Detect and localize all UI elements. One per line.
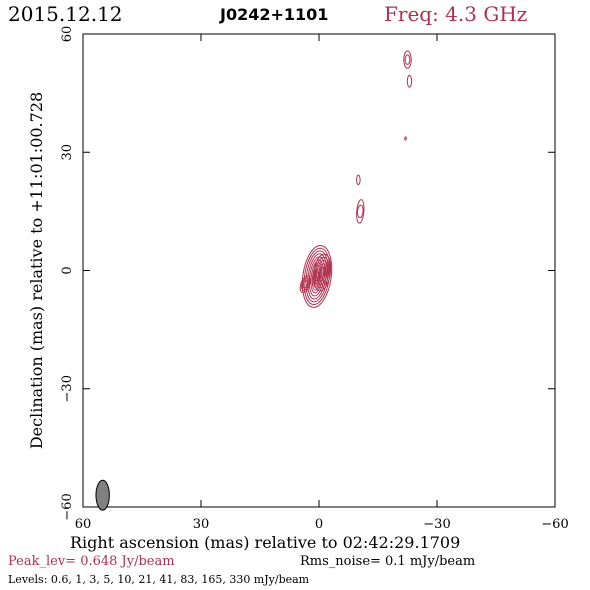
contour-ring-1-3 xyxy=(314,256,330,289)
x-axis-label: Right ascension (mas) relative to 02:42:… xyxy=(70,533,461,552)
contour-ring-5-0 xyxy=(404,136,407,141)
beam-ellipse xyxy=(95,479,110,511)
contour-ring-7-0 xyxy=(406,74,413,88)
y-tick-label: 60 xyxy=(60,26,75,43)
x-tick-label: −30 xyxy=(423,517,450,532)
x-tick-label: 60 xyxy=(75,517,92,532)
contour-ring-0-9 xyxy=(301,245,333,308)
contour-ring-2-0 xyxy=(302,280,309,289)
x-tick-label: 30 xyxy=(193,517,210,532)
y-tick-label: 0 xyxy=(60,266,75,274)
contour-ring-4-0 xyxy=(356,174,361,186)
y-axis-label: Declination (mas) relative to +11:01:00.… xyxy=(27,92,46,449)
x-tick-label: −60 xyxy=(541,517,568,532)
source-name: J0242+1101 xyxy=(220,5,329,24)
contour-ring-6-1 xyxy=(403,50,412,69)
contour-ring-2-1 xyxy=(301,277,310,291)
y-tick-label: −30 xyxy=(60,375,75,402)
contour-ring-3-0 xyxy=(357,204,364,219)
observation-date: 2015.12.12 xyxy=(8,2,123,26)
rms-noise: Rms_noise= 0.1 mJy/beam xyxy=(300,554,476,569)
contour-levels: Levels: 0.6, 1, 3, 5, 10, 21, 41, 83, 16… xyxy=(8,573,310,586)
y-tick-label: −60 xyxy=(60,493,75,520)
y-tick-label: 30 xyxy=(60,144,75,161)
contour-ring-1-4 xyxy=(313,253,332,292)
contour-ring-1-0 xyxy=(319,266,325,279)
contour-ring-1-2 xyxy=(316,259,328,286)
frequency-label: Freq: 4.3 GHz xyxy=(384,2,528,26)
peak-level: Peak_lev= 0.648 Jy/beam xyxy=(8,554,175,569)
contour-ring-3-1 xyxy=(356,199,365,224)
contour-ring-6-0 xyxy=(404,54,411,65)
x-tick-label: 0 xyxy=(315,517,323,532)
contour-ring-1-1 xyxy=(318,263,327,282)
contour-ring-2-2 xyxy=(299,275,311,294)
contour-ring-0-3 xyxy=(311,262,323,291)
